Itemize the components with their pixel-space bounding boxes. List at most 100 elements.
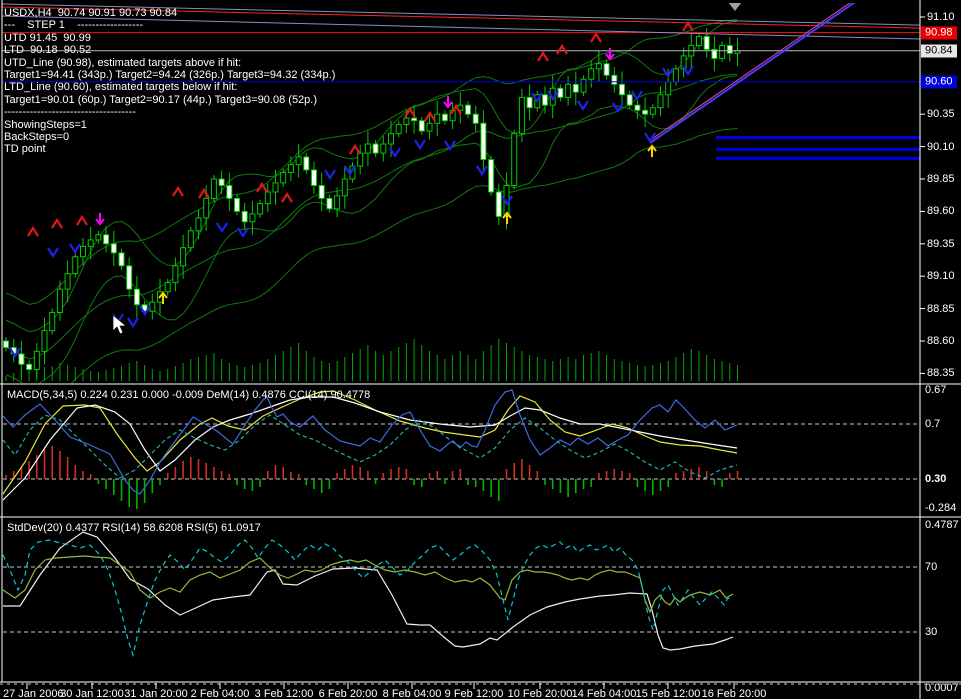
candle-body [172, 265, 179, 284]
sell-arrow-icon [344, 165, 356, 177]
candle-body [441, 113, 448, 122]
candle-body [480, 122, 487, 161]
sell-arrow-icon [577, 100, 589, 112]
overlay-line: UTD 91.45 90.99 [4, 31, 91, 44]
panel-min-label: -0.284 [925, 502, 957, 514]
candle-body [619, 83, 625, 96]
panel-min-label: 0.0007 [925, 682, 959, 694]
candle-body [542, 94, 548, 106]
stddev-rsi-pane [2, 531, 919, 658]
candle-body [703, 35, 710, 50]
candle-body [249, 213, 256, 223]
time-axis-label: 6 Feb 20:00 [318, 688, 378, 699]
sell-arrow-icon [324, 169, 336, 181]
time-axis-label: 9 Feb 12:00 [444, 688, 504, 699]
candle-body [164, 282, 171, 293]
overlay-line: ------------------------------------ [4, 106, 136, 119]
mouse-cursor-icon [112, 314, 127, 335]
sell-arrow-icon [216, 222, 228, 234]
buy-arrow-icon [172, 185, 184, 197]
price-axis-label: 88.60 [927, 335, 955, 347]
candle-body [665, 81, 672, 96]
candle-body [257, 203, 264, 215]
candle-body [56, 288, 63, 313]
buy-arrow-icon [537, 50, 549, 62]
candle-body [657, 94, 664, 109]
time-axis-label: 14 Feb 04:00 [571, 688, 637, 699]
buy-arrow-icon [51, 217, 63, 229]
price-axis-label: 88.35 [927, 367, 955, 380]
sell-arrow-icon [127, 317, 139, 329]
price-axis-label: 89.60 [927, 205, 955, 218]
buy-arrow-icon [281, 191, 293, 203]
candle-body [187, 230, 194, 249]
candle-body [210, 178, 217, 199]
candle-body [719, 45, 726, 59]
candle-body [634, 104, 641, 111]
candle-body [526, 96, 533, 109]
time-axis-label: 31 Jan 20:00 [124, 688, 188, 699]
buy-arrow-icon [349, 143, 361, 155]
candle-body [264, 191, 271, 205]
price-axis-label: 89.85 [927, 173, 955, 185]
buy-arrow-icon [404, 106, 416, 118]
candle-body [241, 210, 248, 223]
buy-arrow-icon [682, 20, 694, 32]
candle-body [603, 63, 610, 76]
candle-body [642, 109, 649, 115]
sell-arrow-icon [237, 227, 249, 239]
sell-arrow-icon [139, 305, 151, 317]
buy-arrow-icon [556, 43, 568, 55]
candle-body [64, 273, 71, 290]
sell-arrow-icon [531, 92, 543, 104]
candle-body [411, 117, 418, 122]
sell-arrow-icon [389, 147, 401, 159]
price-axis-label: 90.10 [927, 140, 955, 153]
buy-arrow-icon [256, 181, 268, 193]
time-axis-label: 10 Feb 20:00 [507, 688, 573, 699]
candle-body [711, 48, 718, 59]
candle-body [110, 243, 117, 254]
time-axis-label: 15 Feb 12:00 [635, 688, 701, 699]
candle-body [26, 363, 33, 371]
price-axis-label: 89.10 [927, 270, 955, 283]
candle-body [403, 117, 410, 126]
series-dem [2, 414, 738, 479]
level-label: 0.30 [925, 473, 947, 485]
band-line [5, 20, 738, 333]
candle-body [511, 133, 518, 186]
sell-arrow-icon [476, 165, 488, 177]
yellow-up-arrow-icon [647, 144, 657, 157]
band-line [5, 73, 738, 360]
overlay-line: TD point [4, 143, 46, 156]
price-axis-label: 90.35 [927, 108, 955, 121]
main-price-pane [2, 3, 920, 383]
sell-arrow-icon [662, 67, 674, 79]
band-line [5, 19, 738, 305]
candle-body [395, 124, 402, 135]
sell-arrow-icon [9, 347, 21, 359]
candle-body [103, 234, 110, 245]
candle-body [311, 169, 317, 186]
buy-arrow-icon [450, 103, 462, 115]
candle-body [380, 143, 387, 154]
series-stddev [3, 531, 734, 651]
sell-arrow-icon [501, 195, 513, 207]
candle-body [341, 178, 348, 197]
indicator-comment-overlay: USDX,H4 90.74 90.91 90.73 90.84 --- STEP … [4, 7, 335, 156]
panel-max-label: 0.4787 [925, 519, 959, 531]
candle-body [726, 45, 733, 54]
candle-body [334, 195, 341, 210]
candle-body [218, 178, 225, 186]
overlay-line: ShowingSteps=1 [4, 118, 87, 131]
level-label: 30 [925, 626, 938, 638]
candle-body [364, 143, 371, 154]
price-badge-90.98: 90.98 [921, 26, 957, 40]
candle-body [372, 143, 379, 154]
overlay-line: USDX,H4 90.74 90.91 90.73 90.84 [4, 7, 178, 19]
level-label: 0.7 [925, 418, 941, 430]
candle-body [696, 35, 702, 47]
candle-body [180, 247, 187, 267]
candle-body [580, 78, 587, 93]
